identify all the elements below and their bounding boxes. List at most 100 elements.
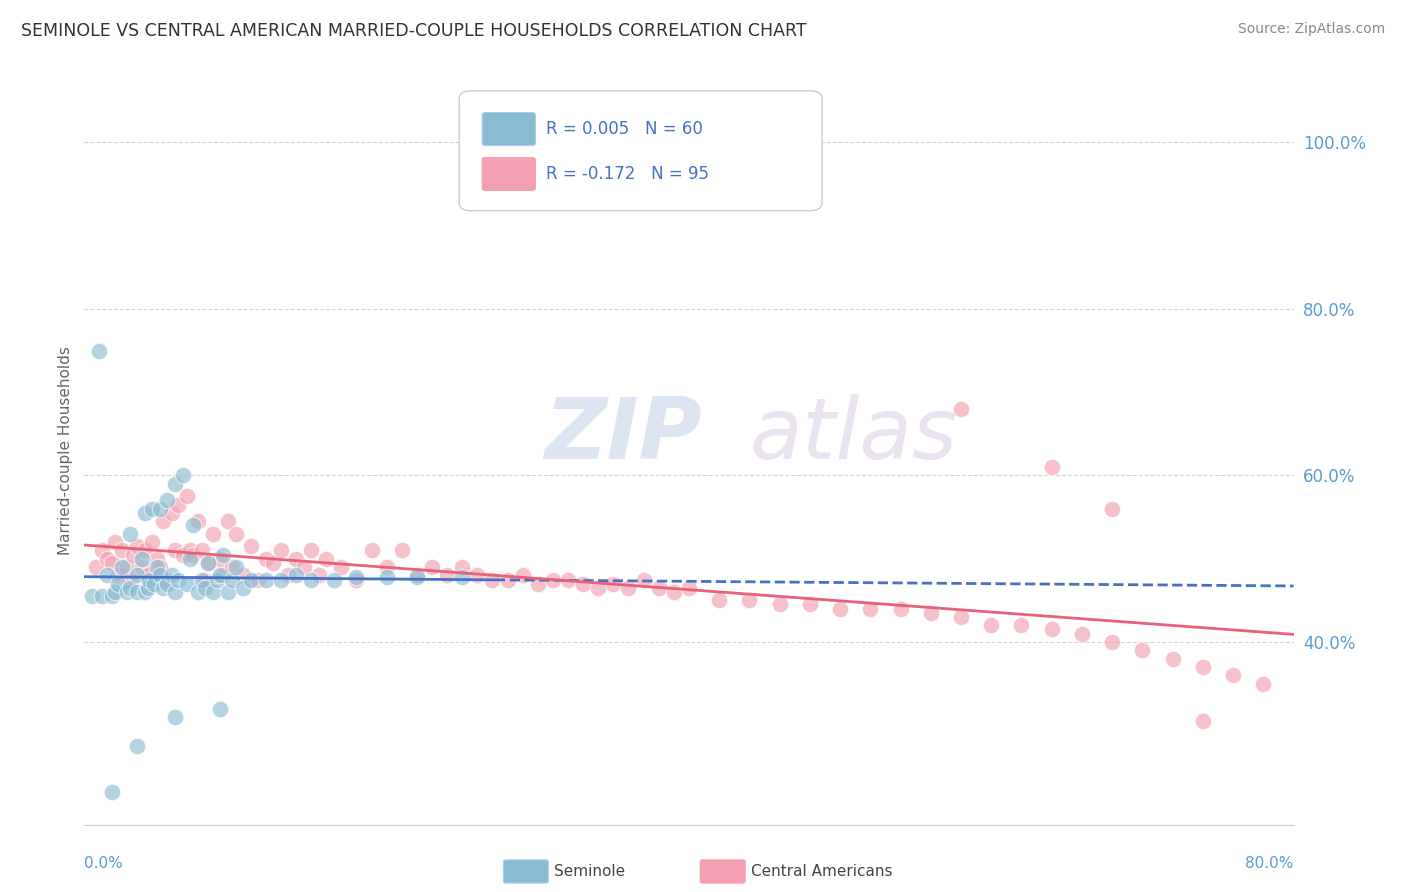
Point <box>141 535 163 549</box>
Point <box>156 493 179 508</box>
Point <box>127 568 149 582</box>
Point <box>232 581 254 595</box>
Point <box>738 593 761 607</box>
Point <box>217 514 239 528</box>
Point <box>187 585 209 599</box>
Point <box>197 556 219 570</box>
Point <box>217 585 239 599</box>
Point <box>292 560 315 574</box>
Point <box>1192 660 1215 674</box>
Point <box>662 585 685 599</box>
Point <box>134 585 156 599</box>
Point <box>375 570 398 584</box>
Point <box>160 568 183 582</box>
Text: Seminole: Seminole <box>554 864 626 879</box>
Point <box>138 573 160 587</box>
Point <box>1040 623 1063 637</box>
Point <box>96 568 118 582</box>
Point <box>602 576 624 591</box>
Point <box>541 573 564 587</box>
Point <box>131 551 153 566</box>
Text: SEMINOLE VS CENTRAL AMERICAN MARRIED-COUPLE HOUSEHOLDS CORRELATION CHART: SEMINOLE VS CENTRAL AMERICAN MARRIED-COU… <box>21 22 807 40</box>
Point <box>315 551 337 566</box>
Point <box>165 543 187 558</box>
Point <box>451 570 474 584</box>
Point <box>194 573 217 587</box>
Point <box>209 701 232 715</box>
Point <box>633 573 655 587</box>
Point <box>141 501 163 516</box>
Point <box>80 589 103 603</box>
Point <box>201 585 224 599</box>
Point <box>152 514 174 528</box>
Point <box>360 543 382 558</box>
Point <box>100 785 122 799</box>
Point <box>127 539 149 553</box>
Point <box>769 598 792 612</box>
Point <box>254 551 277 566</box>
Point <box>1130 643 1153 657</box>
Point <box>950 401 973 416</box>
Point <box>1071 626 1094 640</box>
Point <box>89 343 111 358</box>
Point <box>375 560 398 574</box>
Point <box>451 560 474 574</box>
Text: R = 0.005   N = 60: R = 0.005 N = 60 <box>547 120 703 138</box>
Point <box>322 573 344 587</box>
Point <box>201 526 224 541</box>
Point <box>391 543 413 558</box>
Point <box>134 506 156 520</box>
Point <box>436 568 458 582</box>
Point <box>100 556 122 570</box>
Point <box>156 576 179 591</box>
Point <box>709 593 731 607</box>
Point <box>285 568 308 582</box>
Text: atlas: atlas <box>749 394 957 477</box>
Point <box>920 606 942 620</box>
Point <box>420 560 443 574</box>
Point <box>136 568 159 582</box>
Point <box>1222 668 1244 682</box>
Point <box>181 548 204 562</box>
Point <box>207 573 229 587</box>
Point <box>136 581 159 595</box>
Point <box>1192 714 1215 728</box>
Point <box>187 514 209 528</box>
Point <box>149 501 172 516</box>
Text: R = -0.172   N = 95: R = -0.172 N = 95 <box>547 165 709 183</box>
Point <box>648 581 671 595</box>
Point <box>179 551 201 566</box>
Point <box>209 568 232 582</box>
Point <box>152 581 174 595</box>
Point <box>107 568 129 582</box>
Text: 0.0%: 0.0% <box>84 855 124 871</box>
Point <box>225 526 247 541</box>
Point <box>239 539 262 553</box>
Point <box>118 573 141 587</box>
Point <box>299 573 322 587</box>
Point <box>980 618 1002 632</box>
Point <box>127 739 149 753</box>
Point <box>118 526 141 541</box>
Point <box>167 498 190 512</box>
Point <box>270 543 292 558</box>
Point <box>96 551 118 566</box>
Point <box>127 585 149 599</box>
Point <box>890 601 912 615</box>
Text: Central Americans: Central Americans <box>751 864 893 879</box>
Point <box>1101 635 1123 649</box>
Point <box>156 573 179 587</box>
Point <box>179 543 201 558</box>
Point <box>254 573 277 587</box>
Point <box>121 548 143 562</box>
Point <box>467 568 489 582</box>
Text: Source: ZipAtlas.com: Source: ZipAtlas.com <box>1237 22 1385 37</box>
Point <box>149 568 172 582</box>
Text: 80.0%: 80.0% <box>1246 855 1294 871</box>
Point <box>406 568 429 582</box>
Point <box>115 560 138 574</box>
Point <box>131 560 153 574</box>
Point <box>212 568 235 582</box>
Point <box>859 601 882 615</box>
Point <box>197 556 219 570</box>
